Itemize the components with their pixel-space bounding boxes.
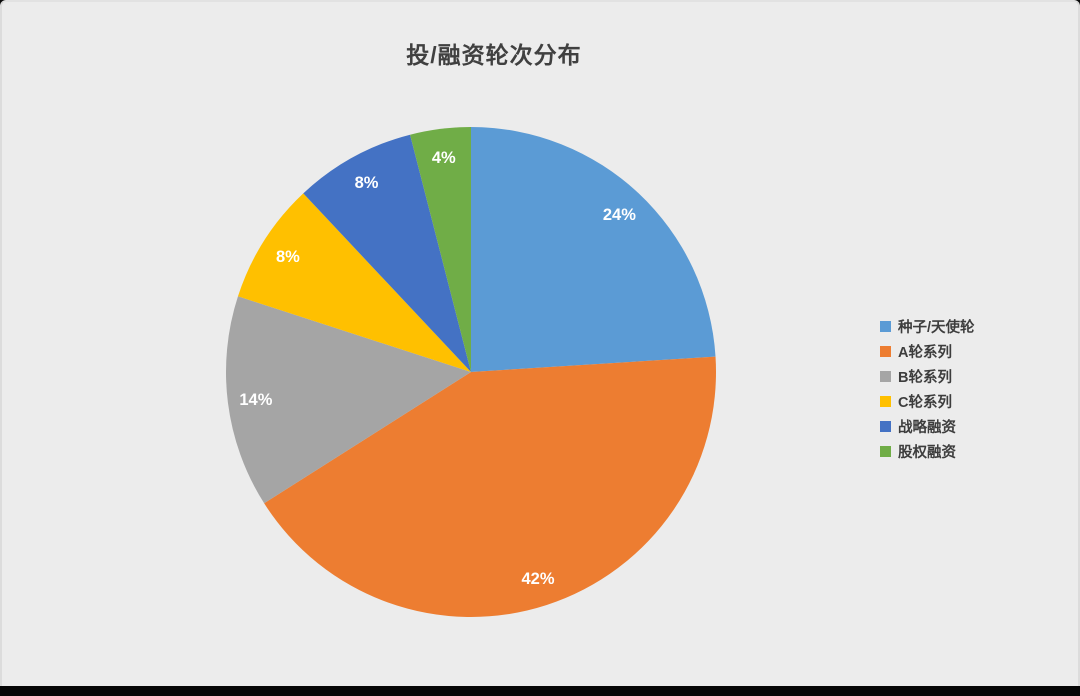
legend-item: A轮系列 [880, 339, 975, 364]
slice-label: 8% [276, 248, 300, 266]
pie-slice-6 [410, 127, 471, 372]
legend-label: C轮系列 [898, 395, 952, 411]
legend-label: B轮系列 [898, 370, 952, 386]
legend: 种子/天使轮 A轮系列 B轮系列 C轮系列战略融资股权融资 [880, 314, 975, 464]
slice-label: 42% [521, 570, 554, 588]
legend-label: 战略融资 [898, 420, 956, 436]
legend-item: 股权融资 [880, 439, 975, 464]
legend-label: 股权融资 [898, 445, 956, 461]
legend-item: 战略融资 [880, 414, 975, 439]
pie-slice-1 [471, 127, 716, 372]
slice-label: 24% [603, 206, 636, 224]
pie-slice-3 [225, 296, 471, 504]
legend-label: A轮系列 [898, 345, 952, 361]
legend-label: 种子/天使轮 [898, 320, 975, 336]
legend-marker [880, 321, 891, 332]
slice-label: 4% [432, 149, 456, 167]
pie-slice-5 [303, 134, 471, 372]
legend-item: 种子/天使轮 [880, 314, 975, 339]
chart-title: 投/融资轮次分布 [406, 42, 582, 68]
bottom-edge-bar [0, 686, 1080, 696]
legend-marker [880, 421, 891, 432]
legend-item: C轮系列 [880, 389, 975, 414]
pie-slice-4 [237, 193, 471, 372]
slice-label: 8% [355, 174, 379, 192]
slice-label: 14% [239, 391, 272, 409]
pie-slice-2 [264, 356, 717, 618]
legend-marker [880, 396, 891, 407]
legend-item: B轮系列 [880, 364, 975, 389]
legend-marker [880, 371, 891, 382]
legend-marker [880, 346, 891, 357]
legend-marker [880, 446, 891, 457]
